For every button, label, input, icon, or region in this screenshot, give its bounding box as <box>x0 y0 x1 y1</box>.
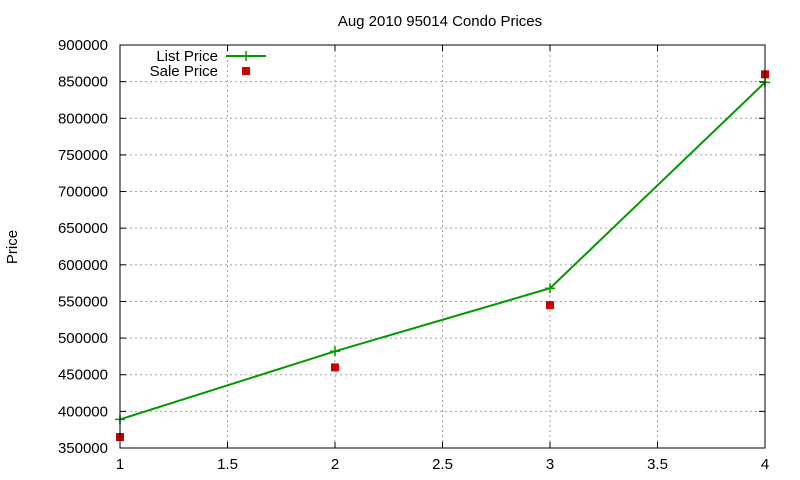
x-tick-label: 3.5 <box>647 456 668 473</box>
y-tick-label: 750000 <box>58 147 108 164</box>
y-tick-label: 500000 <box>58 330 108 347</box>
y-tick-label: 400000 <box>58 403 108 420</box>
series-line-list-price <box>119 81 766 421</box>
x-tick-label: 2.5 <box>432 456 453 473</box>
y-tick-label: 550000 <box>58 293 108 310</box>
y-tick-label: 450000 <box>58 367 108 384</box>
y-tick-label: 900000 <box>58 37 108 54</box>
sale-price-point <box>331 363 339 372</box>
chart-title: Aug 2010 95014 Condo Prices <box>338 13 542 30</box>
y-tick-label: 700000 <box>58 184 108 201</box>
legend-swatch-square <box>242 67 250 75</box>
legend-label: List Price <box>156 48 218 65</box>
x-tick-label: 4 <box>761 456 769 473</box>
y-tick-label: 850000 <box>58 74 108 91</box>
x-tick-label: 2 <box>331 456 339 473</box>
tick-layer: 1 1.5 2 2.5 3 3.5 4 350000 400000 450000 500000 550… <box>58 37 769 473</box>
x-tick-label: 1 <box>116 456 124 473</box>
x-tick-label: 3 <box>546 456 554 473</box>
plot-frame <box>119 44 766 449</box>
y-axis-label: Price <box>4 230 21 264</box>
list-price-point <box>330 346 340 357</box>
legend-label: Sale Price <box>150 63 218 80</box>
list-price-point <box>545 283 555 294</box>
y-tick-label: 600000 <box>58 257 108 274</box>
grid-layer <box>120 45 765 448</box>
x-tick-label: 1.5 <box>217 456 238 473</box>
y-tick-label: 800000 <box>58 110 108 127</box>
sale-price-point <box>546 301 554 310</box>
y-tick-label: 350000 <box>58 440 108 457</box>
y-tick-label: 650000 <box>58 220 108 237</box>
